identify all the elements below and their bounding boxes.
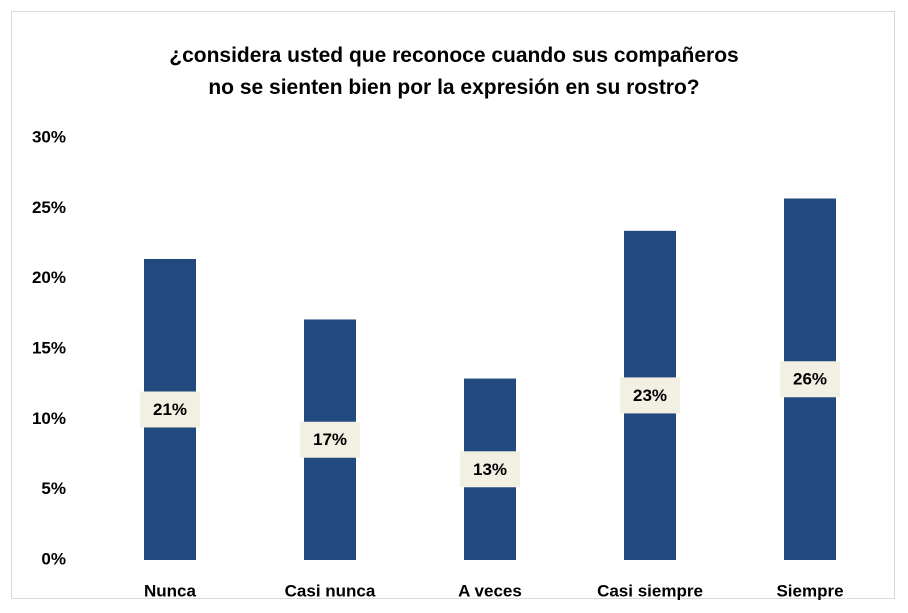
y-tick-label: 20% <box>32 268 66 287</box>
y-tick-label: 30% <box>32 127 66 146</box>
x-tick-label: Siempre <box>776 581 843 600</box>
y-tick-label: 25% <box>32 198 66 217</box>
data-label-box <box>780 361 840 398</box>
chart-title: ¿considera usted que reconoce cuando sus… <box>169 44 739 99</box>
x-tick-label: A veces <box>458 581 522 600</box>
data-label: 26% <box>793 370 827 389</box>
y-tick-label: 5% <box>41 479 66 498</box>
data-label: 23% <box>633 386 667 405</box>
chart-frame <box>11 11 895 599</box>
data-label: 21% <box>153 400 187 419</box>
y-tick-label: 15% <box>32 338 66 357</box>
x-tick-label: Casi siempre <box>597 581 703 600</box>
y-tick-label: 10% <box>32 409 66 428</box>
x-tick-label: Nunca <box>144 581 197 600</box>
data-label-box <box>620 377 680 414</box>
data-label-box <box>140 391 200 428</box>
data-label: 17% <box>313 430 347 449</box>
data-label: 13% <box>473 460 507 479</box>
x-tick-label: Casi nunca <box>285 581 376 600</box>
y-tick-label: 0% <box>41 549 66 568</box>
data-label-box <box>460 451 520 488</box>
data-label-box <box>300 421 360 458</box>
